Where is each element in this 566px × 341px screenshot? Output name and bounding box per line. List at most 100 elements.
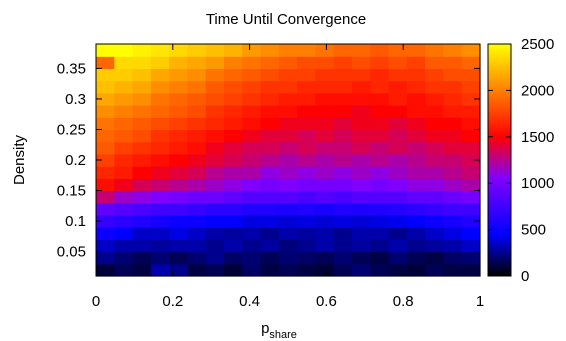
heatmap-cell [242, 166, 262, 179]
y-tick-label: 0.35 [57, 60, 86, 77]
heatmap-cell [333, 166, 353, 179]
heatmap-cell [333, 129, 353, 143]
heatmap-cell [205, 153, 225, 167]
heatmap-cell [242, 263, 262, 277]
heatmap-cell [260, 105, 280, 118]
heatmap-cell [443, 68, 463, 82]
heatmap-cell [425, 92, 445, 106]
heatmap-cell [370, 92, 390, 106]
heatmap-cell [132, 105, 152, 118]
heatmap-cell [333, 190, 353, 204]
x-axis-label: pshare [261, 320, 297, 341]
heatmap-cell [388, 227, 408, 240]
heatmap-cell [315, 263, 335, 277]
heatmap-cell [352, 80, 371, 94]
heatmap-cell [443, 166, 463, 179]
heatmap-cell [114, 227, 134, 240]
y-tick-label: 0.2 [65, 152, 86, 169]
heatmap-cell [388, 68, 408, 82]
heatmap-cell [352, 153, 371, 167]
x-tick-label: 0.6 [316, 293, 337, 310]
heatmap-cell [406, 202, 426, 216]
heatmap-cell [114, 239, 134, 253]
heatmap-cell [205, 190, 225, 204]
heatmap-cell [205, 227, 225, 240]
heatmap-cell [260, 129, 280, 143]
heatmap-cell [461, 251, 481, 265]
heatmap-cell [315, 80, 335, 94]
heatmap-cell [370, 263, 390, 277]
heatmap-cell [425, 129, 445, 143]
heatmap-cell [96, 80, 115, 94]
heatmap-cell [388, 251, 408, 265]
heatmap-cell [224, 178, 243, 192]
heatmap-cell [388, 202, 408, 216]
heatmap-cell [297, 129, 317, 143]
heatmap-cell [260, 190, 280, 204]
heatmap-cell [169, 227, 189, 240]
heatmap-cell [278, 129, 298, 143]
heatmap-cell [187, 117, 207, 131]
heatmap-cell [205, 263, 225, 277]
heatmap-cell [132, 56, 152, 70]
heatmap-cell [315, 166, 335, 179]
heatmap-cell [406, 178, 426, 192]
heatmap-cell [352, 129, 371, 143]
heatmap-cell [388, 117, 408, 131]
heatmap-cell [333, 202, 353, 216]
heatmap-cell [443, 251, 463, 265]
heatmap-cell [461, 44, 481, 57]
heatmap-cell [224, 263, 243, 277]
heatmap-cell [461, 92, 481, 106]
heatmap-cell [260, 178, 280, 192]
colorbar-ticks: 0 500 1000 1500 2000 2500 [488, 36, 554, 285]
heatmap-cell [114, 251, 134, 265]
heatmap-cell [187, 178, 207, 192]
heatmap-cell [205, 166, 225, 179]
heatmap-cell [114, 129, 134, 143]
heatmap-cell [224, 141, 243, 155]
heatmap-cell [150, 227, 170, 240]
heatmap-cell [333, 44, 353, 57]
heatmap-cell [406, 214, 426, 228]
heatmap-cell [224, 56, 243, 70]
heatmap-cell [224, 214, 243, 228]
heatmap-cell [406, 129, 426, 143]
heatmap-cell [425, 214, 445, 228]
heatmap-cell [425, 56, 445, 70]
heatmap-cell [352, 141, 371, 155]
heatmap-cell [297, 153, 317, 167]
heatmap-cell [388, 141, 408, 155]
heatmap-cell [132, 129, 152, 143]
heatmap-cell [242, 129, 262, 143]
x-axis-label-main: p [261, 320, 269, 337]
y-tick-label: 0.15 [57, 183, 86, 200]
heatmap-cell [370, 239, 390, 253]
heatmap-cell [205, 56, 225, 70]
heatmap-cell [352, 251, 371, 265]
y-tick-label: 0.05 [57, 244, 86, 261]
heatmap-cell [278, 153, 298, 167]
heatmap-cell [425, 117, 445, 131]
heatmap-cell [352, 166, 371, 179]
heatmap-cell [352, 239, 371, 253]
heatmap-cell [169, 105, 189, 118]
heatmap-cell [278, 178, 298, 192]
heatmap-cell [242, 178, 262, 192]
heatmap-cell [297, 251, 317, 265]
heatmap-cell [352, 92, 371, 106]
heatmap-cell [132, 80, 152, 94]
heatmap-cell [315, 56, 335, 70]
heatmap-cell [461, 239, 481, 253]
heatmap-cell [150, 178, 170, 192]
heatmap-cell [461, 56, 481, 70]
heatmap-cell [114, 44, 134, 57]
heatmap-cell [260, 153, 280, 167]
heatmap-cell [150, 44, 170, 57]
heatmap-cell [169, 56, 189, 70]
heatmap-cell [242, 190, 262, 204]
x-tick-label: 0.4 [239, 293, 260, 310]
heatmap-cell [333, 214, 353, 228]
heatmap-cell [114, 190, 134, 204]
x-tick-label: 0.2 [162, 293, 183, 310]
